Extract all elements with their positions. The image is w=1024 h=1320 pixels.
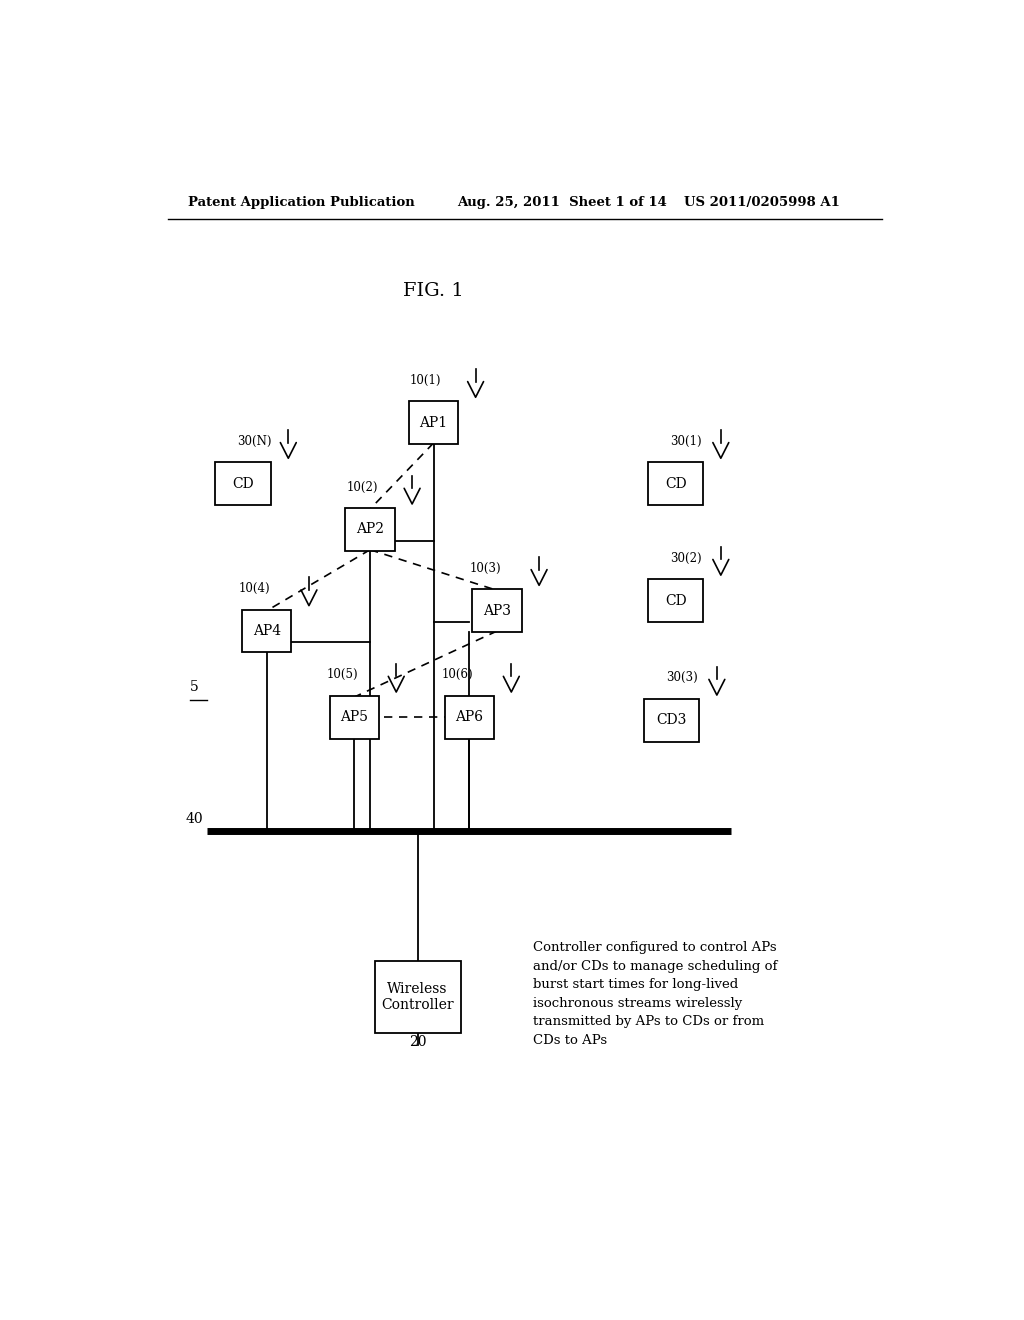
Text: Controller configured to control APs
and/or CDs to manage scheduling of
burst st: Controller configured to control APs and… (532, 941, 777, 1047)
Text: 5: 5 (189, 680, 199, 694)
Text: 10(1): 10(1) (410, 374, 441, 387)
Bar (644, 700, 699, 742)
Text: 20: 20 (409, 1035, 426, 1048)
Bar (409, 401, 458, 444)
Text: CD: CD (232, 477, 254, 491)
Text: FIG. 1: FIG. 1 (403, 281, 464, 300)
Text: 10(4): 10(4) (240, 582, 270, 595)
Bar (243, 610, 292, 652)
Bar (345, 508, 394, 550)
Bar (648, 579, 703, 622)
Text: 10(2): 10(2) (346, 480, 378, 494)
Text: CD: CD (665, 594, 686, 607)
Text: 30(2): 30(2) (670, 552, 701, 565)
Bar (375, 961, 461, 1032)
Text: 10(6): 10(6) (441, 668, 473, 681)
Text: Aug. 25, 2011  Sheet 1 of 14: Aug. 25, 2011 Sheet 1 of 14 (458, 195, 668, 209)
Text: 30(1): 30(1) (670, 436, 701, 447)
Bar (648, 462, 703, 506)
Text: US 2011/0205998 A1: US 2011/0205998 A1 (684, 195, 840, 209)
Text: CD: CD (665, 477, 686, 491)
Text: AP5: AP5 (340, 710, 369, 725)
Text: 40: 40 (186, 812, 204, 826)
Bar (330, 696, 379, 739)
Text: CD3: CD3 (656, 714, 687, 727)
Text: 10(3): 10(3) (469, 562, 501, 576)
Text: AP6: AP6 (456, 710, 483, 725)
Text: 30(N): 30(N) (238, 436, 272, 447)
Bar (472, 589, 521, 632)
Text: Patent Application Publication: Patent Application Publication (187, 195, 415, 209)
Text: AP1: AP1 (420, 416, 447, 430)
Text: AP4: AP4 (253, 624, 281, 638)
Text: AP3: AP3 (483, 603, 511, 618)
Bar (215, 462, 270, 506)
Text: 30(3): 30(3) (666, 671, 697, 684)
Bar (444, 696, 494, 739)
Text: Wireless
Controller: Wireless Controller (381, 982, 454, 1012)
Text: 10(5): 10(5) (327, 668, 358, 681)
Text: AP2: AP2 (356, 523, 384, 536)
